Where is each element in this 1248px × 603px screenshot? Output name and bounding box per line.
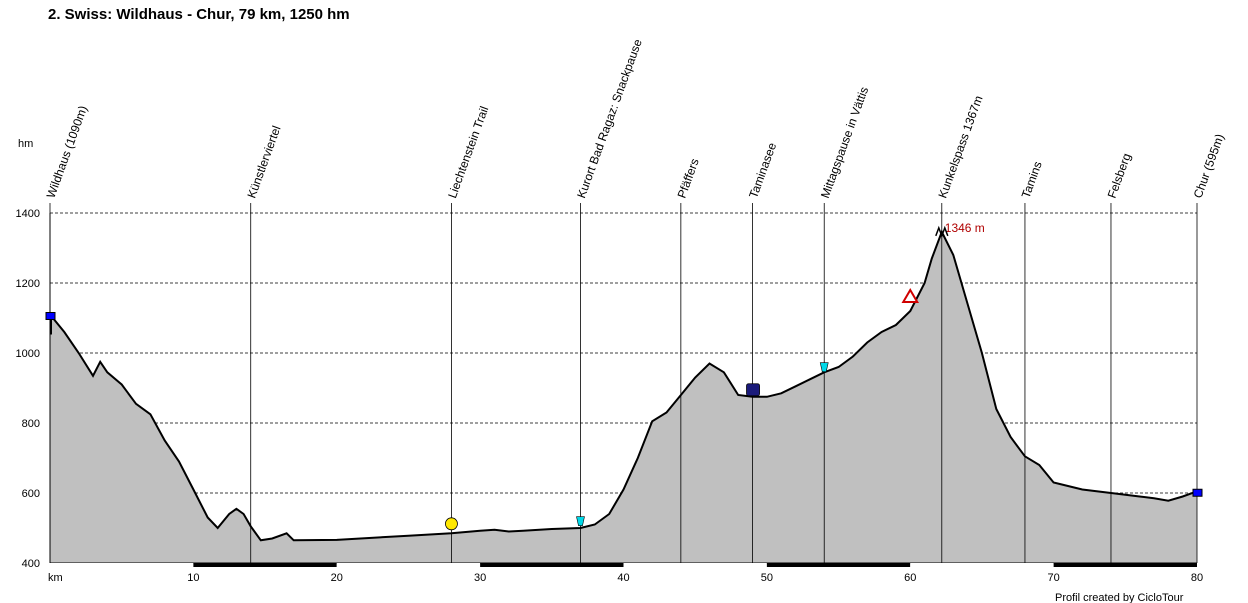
x-tick-label-60: 60: [904, 572, 916, 584]
smiley-icon: [445, 517, 458, 531]
y-tick-label-800: 800: [22, 418, 40, 430]
end-house-icon: [1192, 488, 1203, 497]
markers: 1346 m: [45, 221, 1203, 531]
cup-icon-0: [576, 516, 585, 526]
waypoint-label-5: Taminasee: [746, 140, 779, 200]
pass-icon: [935, 225, 949, 239]
x-tick-label-10: 10: [187, 572, 199, 584]
waypoint-label-9: Felsberg: [1105, 151, 1134, 200]
waypoint-label-8: Tamins: [1019, 160, 1045, 201]
x-axis-segment-7: [1053, 563, 1197, 567]
y-axis-label: hm: [18, 138, 33, 150]
chart-title: 2. Swiss: Wildhaus - Chur, 79 km, 1250 h…: [48, 6, 350, 23]
waypoint-label-0: Wildhaus (1090m): [44, 104, 90, 200]
y-tick-label-400: 400: [22, 558, 40, 570]
warning-triangle-icon: [901, 288, 919, 303]
x-axis-segment-6: [910, 563, 1054, 567]
x-tick-label-km: km: [48, 572, 63, 584]
x-tick-label-30: 30: [474, 572, 486, 584]
x-axis-segment-1: [193, 563, 337, 567]
x-tick-label-20: 20: [331, 572, 343, 584]
x-tick-label-70: 70: [1048, 572, 1060, 584]
x-tick-label-80: 80: [1191, 572, 1203, 584]
peak-label: 1346 m: [945, 221, 985, 235]
x-axis-segment-5: [766, 563, 911, 567]
x-tick-label-50: 50: [761, 572, 773, 584]
waypoint-label-6: Mittagspause in Vättis: [818, 85, 871, 200]
waypoint-label-3: Kurort Bad Ragaz: Snackpause: [574, 37, 645, 200]
x-tick-label-40: 40: [617, 572, 629, 584]
waypoint-label-4: Pfäffers: [675, 157, 702, 200]
x-axis-segment-3: [480, 563, 624, 567]
waypoint-label-7: Kunkelspass 1367m: [935, 94, 985, 200]
waypoint-label-2: Liechtenstein Trail: [445, 104, 491, 200]
x-axis-segment-0: [50, 563, 194, 567]
cup-icon-1: [819, 362, 829, 372]
waypoint-label-1: Künstlerviertel: [244, 124, 283, 200]
elevation-fill: [50, 231, 1197, 563]
start-house-icon: [45, 312, 56, 320]
waypoint-label-10: Chur (595m): [1191, 132, 1227, 200]
x-axis-segment-2: [336, 563, 481, 567]
y-tick-label-1400: 1400: [16, 208, 40, 220]
lake-icon: [746, 383, 760, 397]
credit-text: Profil created by CicloTour: [1055, 592, 1184, 603]
y-tick-label-1200: 1200: [16, 278, 40, 290]
y-tick-label-1000: 1000: [16, 348, 40, 360]
x-axis-segment-4: [623, 563, 767, 567]
axes: 400 600 800 1000 1200 1400 km 10 20 30 40 50 60 70 80: [16, 208, 1204, 584]
y-tick-label-600: 600: [22, 488, 40, 500]
